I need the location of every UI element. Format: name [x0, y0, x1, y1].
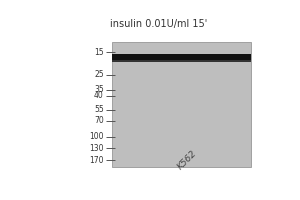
Text: 70: 70 — [94, 116, 104, 125]
Text: insulin 0.01U/ml 15': insulin 0.01U/ml 15' — [110, 19, 207, 29]
Text: 40: 40 — [94, 91, 104, 100]
Text: 25: 25 — [94, 70, 104, 79]
Text: 55: 55 — [94, 105, 104, 114]
Bar — [112, 42, 251, 167]
Bar — [112, 54, 251, 62]
Text: 130: 130 — [89, 144, 104, 153]
Text: 35: 35 — [94, 85, 104, 94]
Text: 100: 100 — [89, 132, 104, 141]
Text: 15: 15 — [94, 48, 104, 57]
Text: K562: K562 — [176, 149, 199, 172]
Text: 170: 170 — [89, 156, 104, 165]
Bar — [112, 60, 251, 62]
Bar — [112, 60, 251, 62]
